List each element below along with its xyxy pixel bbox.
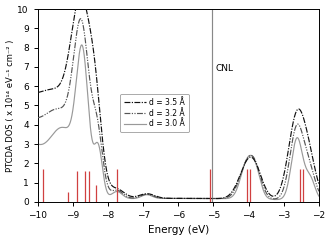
Line: d = 3.5 Å: d = 3.5 Å: [38, 0, 319, 199]
Line: d = 3.2 Å: d = 3.2 Å: [38, 19, 319, 199]
d = 3.5 Å: [281, 176, 285, 179]
Text: CNL: CNL: [216, 64, 234, 73]
d = 3.2 Å: [36, 116, 40, 119]
d = 3.5 Å: [85, 10, 89, 13]
d = 3.5 Å: [68, 43, 72, 46]
d = 3.0 Å: [274, 198, 278, 201]
d = 3.2 Å: [78, 17, 82, 20]
Line: d = 3.0 Å: d = 3.0 Å: [38, 45, 319, 200]
d = 3.2 Å: [85, 51, 89, 54]
d = 3.0 Å: [281, 195, 285, 198]
d = 3.2 Å: [144, 193, 148, 196]
d = 3.5 Å: [156, 195, 160, 198]
d = 3.2 Å: [281, 188, 285, 191]
d = 3.0 Å: [85, 81, 89, 84]
d = 3.2 Å: [311, 173, 315, 176]
Y-axis label: PTCDA DOS ( x 10¹⁴ eV⁻¹ cm⁻² ): PTCDA DOS ( x 10¹⁴ eV⁻¹ cm⁻² ): [6, 39, 15, 172]
d = 3.5 Å: [311, 161, 315, 163]
d = 3.0 Å: [144, 193, 148, 196]
d = 3.5 Å: [317, 183, 321, 186]
d = 3.2 Å: [272, 197, 276, 200]
d = 3.0 Å: [311, 181, 315, 184]
d = 3.5 Å: [144, 192, 148, 195]
d = 3.0 Å: [156, 197, 160, 200]
d = 3.2 Å: [68, 82, 72, 85]
d = 3.0 Å: [317, 195, 321, 198]
d = 3.2 Å: [317, 190, 321, 193]
d = 3.0 Å: [36, 142, 40, 145]
X-axis label: Energy (eV): Energy (eV): [148, 225, 209, 235]
d = 3.0 Å: [68, 122, 72, 125]
d = 3.2 Å: [156, 196, 160, 199]
d = 3.0 Å: [80, 43, 84, 46]
d = 3.5 Å: [212, 197, 216, 200]
d = 3.5 Å: [36, 91, 40, 94]
Legend: d = 3.5 Å, d = 3.2 Å, d = 3.0 Å: d = 3.5 Å, d = 3.2 Å, d = 3.0 Å: [120, 94, 189, 132]
